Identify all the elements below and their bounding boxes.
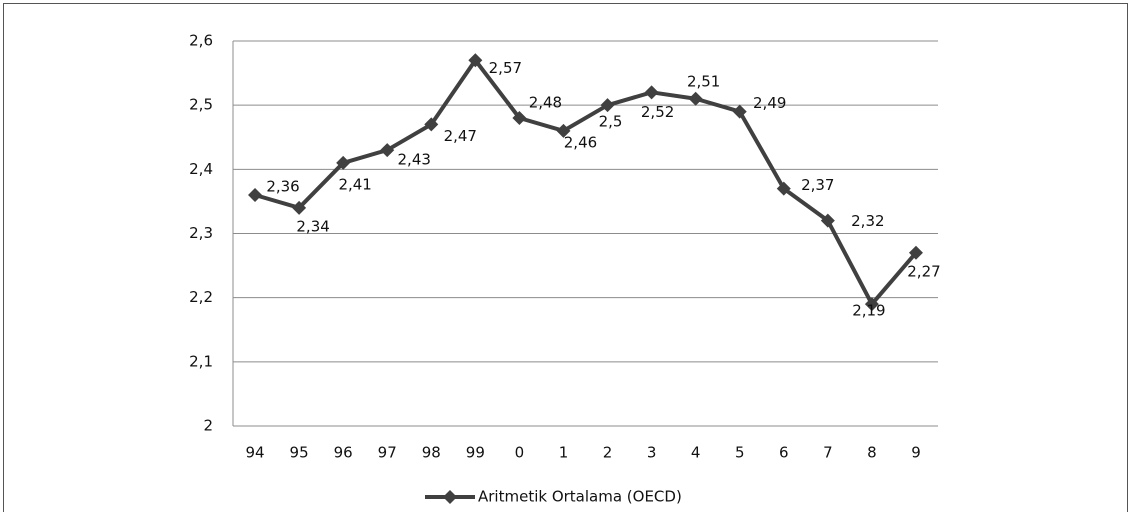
- line: [254, 58, 918, 307]
- x-tick-label: 9: [911, 444, 921, 462]
- data-label: 2,48: [529, 94, 562, 112]
- x-tick-label: 99: [466, 444, 485, 462]
- x-tick-label: 6: [779, 444, 789, 462]
- data-label: 2,46: [564, 133, 597, 151]
- data-label: 2,5: [599, 113, 623, 131]
- data-label: 2,43: [398, 151, 431, 169]
- data-label: 2,57: [489, 59, 522, 77]
- x-tick-label: 94: [245, 444, 264, 462]
- x-tick-label: 96: [334, 444, 353, 462]
- data-label: 2,19: [852, 302, 885, 320]
- marker: [468, 53, 483, 68]
- marker: [292, 200, 307, 215]
- data-label: 2,34: [296, 217, 329, 235]
- x-tick-label: 98: [422, 444, 441, 462]
- y-tick-label: 2,1: [189, 352, 213, 370]
- data-label: 2,51: [687, 72, 720, 90]
- frame: [3, 3, 1128, 512]
- y-tick-label: 2,6: [189, 32, 213, 50]
- data-label: 2,32: [851, 212, 884, 230]
- y-tick-label: 2,2: [189, 288, 213, 306]
- marker: [644, 85, 659, 100]
- marker: [600, 98, 615, 113]
- x-tick-label: 5: [735, 444, 745, 462]
- y-tick-label: 2,4: [189, 160, 213, 178]
- x-tick-label: 8: [867, 444, 877, 462]
- marker: [424, 117, 439, 132]
- marker: [732, 104, 747, 119]
- marker: [556, 123, 571, 138]
- marker: [380, 143, 395, 158]
- marker: [688, 91, 703, 106]
- data-label: 2,47: [444, 127, 477, 145]
- x-tick-label: 97: [378, 444, 397, 462]
- marker: [336, 155, 351, 170]
- marker: [908, 245, 923, 260]
- x-tick-label: 3: [647, 444, 657, 462]
- marker: [864, 297, 879, 312]
- y-tick-label: 2: [203, 417, 213, 435]
- data-label: 2,52: [641, 103, 674, 121]
- y-tick-label: 2,3: [189, 224, 213, 242]
- data-label: 2,49: [753, 94, 786, 112]
- y-tick-label: 2,5: [189, 96, 213, 114]
- x-tick-label: 4: [691, 444, 701, 462]
- x-tick-label: 7: [823, 444, 833, 462]
- data-label: 2,36: [266, 178, 299, 196]
- x-tick-label: 1: [559, 444, 569, 462]
- legend-label: Aritmetik Ortalama (OECD): [478, 488, 682, 506]
- marker: [820, 213, 835, 228]
- x-tick-label: 0: [515, 444, 525, 462]
- data-label: 2,27: [907, 262, 940, 280]
- marker: [512, 111, 527, 125]
- data-label: 2,37: [801, 176, 834, 194]
- marker: [248, 188, 263, 202]
- x-tick-label: 2: [603, 444, 613, 462]
- marker: [776, 181, 791, 196]
- legend-marker: [443, 490, 457, 504]
- x-tick-label: 95: [290, 444, 309, 462]
- data-label: 2,41: [338, 175, 371, 193]
